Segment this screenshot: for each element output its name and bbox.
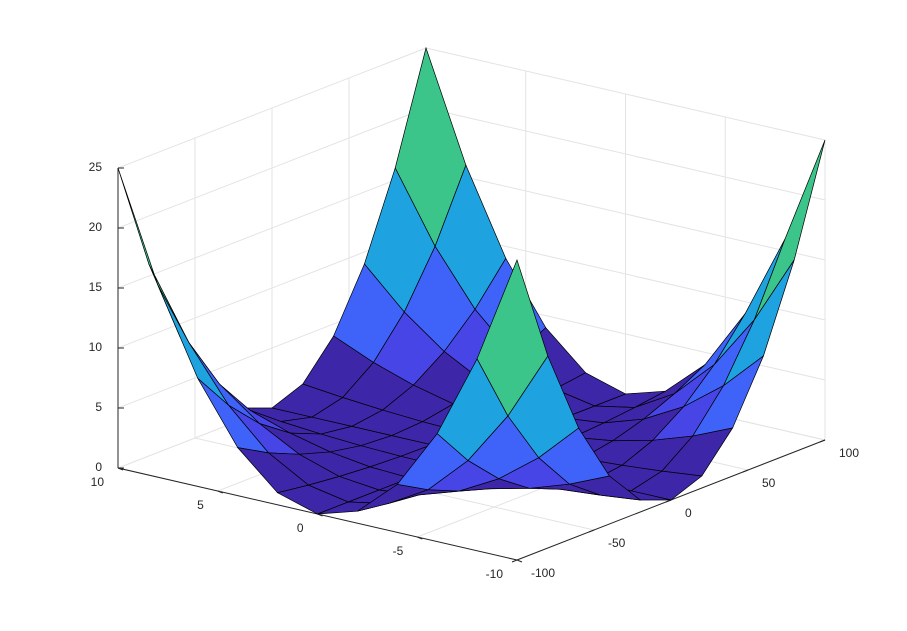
surface-face <box>753 139 826 321</box>
x-tick-label: 0 <box>297 521 304 535</box>
x-tick <box>417 536 423 540</box>
x-tick <box>217 490 223 494</box>
surface-face <box>117 167 190 343</box>
z-tick-label: 5 <box>95 400 102 414</box>
surface-face <box>148 263 220 385</box>
x-tick <box>317 513 323 517</box>
y-tick <box>819 439 826 443</box>
z-tick-label: 25 <box>89 160 103 174</box>
z-tick-label: 0 <box>95 460 102 474</box>
y-tick <box>511 559 518 563</box>
x-tick-label: 5 <box>197 498 204 512</box>
y-tick <box>588 529 595 533</box>
y-tick-label: -50 <box>608 536 626 550</box>
y-tick-label: -100 <box>531 566 555 580</box>
z-tick-label: 20 <box>89 220 103 234</box>
z-tick-label: 10 <box>89 340 103 354</box>
x-tick-label: -10 <box>486 567 504 581</box>
z-tick-label: 15 <box>89 280 103 294</box>
x-tick <box>117 467 124 471</box>
y-tick-label: 50 <box>762 476 776 490</box>
x-tick-label: -5 <box>393 544 404 558</box>
x-tick <box>516 559 523 563</box>
surface-face <box>476 258 549 417</box>
y-tick-label: 100 <box>839 446 859 460</box>
y-tick-label: 0 <box>685 506 692 520</box>
y-tick <box>742 469 749 473</box>
x-tick-label: 10 <box>91 475 105 489</box>
